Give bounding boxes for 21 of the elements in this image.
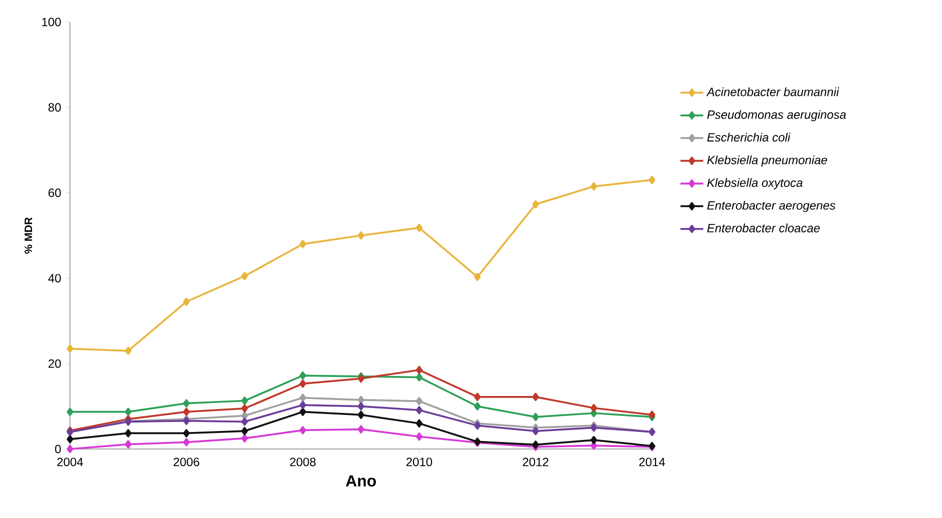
legend-label: Klebsiella pneumoniae (707, 155, 828, 167)
x-tick-label: 2008 (290, 458, 316, 466)
y-tick-label: 60 (48, 188, 61, 198)
x-axis-title: Ano (346, 475, 376, 487)
y-tick-label: 20 (48, 359, 61, 368)
x-tick-label: 2004 (57, 458, 83, 466)
y-tick-label: 80 (48, 103, 61, 112)
legend-label: Acinetobacter baumannii (706, 87, 840, 96)
y-axis-title: % MDR (24, 217, 32, 254)
legend-label: Klebsiella oxytoca (707, 178, 802, 190)
y-tick-label: 0 (55, 444, 61, 454)
legend-label: Escherichia coli (707, 132, 790, 142)
x-tick-label: 2012 (522, 458, 548, 466)
x-tick-label: 2010 (406, 458, 432, 466)
legend-label: Pseudomonas aeruginosa (707, 110, 846, 122)
legend-label: Enterobacter cloacae (707, 224, 820, 232)
legend-label: Enterobacter aerogenes (707, 200, 836, 212)
y-tick-label: 40 (48, 274, 61, 282)
x-tick-label: 2014 (639, 458, 665, 466)
y-tick-label: 100 (42, 18, 61, 26)
x-tick-label: 2006 (174, 458, 200, 466)
